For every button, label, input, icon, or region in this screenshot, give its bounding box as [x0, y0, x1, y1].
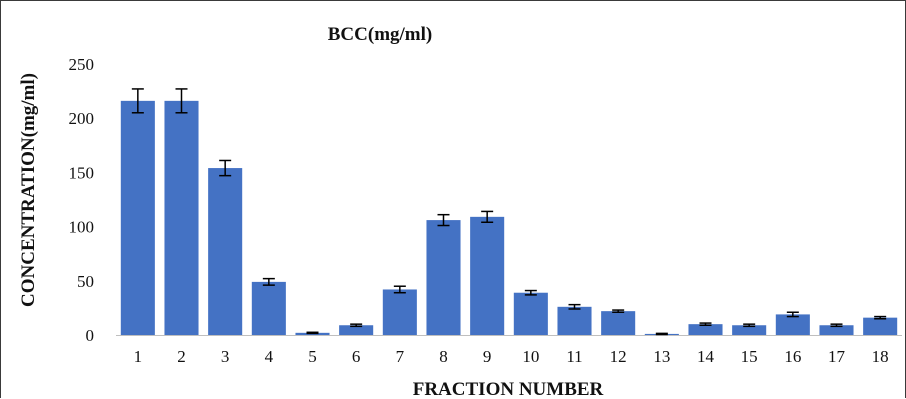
x-tick-label: 8 — [439, 347, 448, 366]
bar — [688, 324, 723, 335]
x-tick-label: 11 — [566, 347, 582, 366]
x-tick-label: 10 — [522, 347, 539, 366]
x-axis-label: FRACTION NUMBER — [413, 379, 604, 399]
x-tick-label: 6 — [352, 347, 361, 366]
error-bar — [699, 322, 712, 326]
y-tick-label: 250 — [69, 55, 95, 74]
y-ticks: 0 50 100 150 200 250 — [69, 55, 95, 345]
error-bar — [612, 309, 625, 313]
error-bar — [437, 213, 450, 227]
bar — [775, 314, 810, 335]
bar — [470, 216, 505, 335]
bar — [819, 325, 854, 335]
error-bar — [306, 331, 319, 335]
y-tick-label: 50 — [77, 272, 94, 291]
bar — [601, 311, 636, 335]
y-tick-label: 200 — [69, 109, 95, 128]
x-tick-label: 9 — [483, 347, 492, 366]
error-bar — [262, 277, 275, 286]
bar — [251, 281, 286, 335]
bars — [120, 100, 898, 335]
error-bar — [743, 323, 756, 328]
error-bar — [393, 285, 406, 294]
error-bar — [481, 210, 494, 224]
x-tick-label: 1 — [134, 347, 143, 366]
bar — [513, 292, 548, 335]
bar — [208, 168, 243, 335]
bar — [863, 317, 898, 335]
x-tick-label: 14 — [697, 347, 715, 366]
bar — [120, 100, 155, 335]
x-tick-label: 12 — [610, 347, 627, 366]
bar — [557, 306, 592, 335]
error-bar — [874, 315, 887, 320]
x-ticks: 1 2 3 4 5 6 7 8 9 10 11 12 13 14 15 16 17 18 — [134, 347, 889, 366]
error-bar — [350, 323, 363, 328]
bar — [382, 289, 417, 335]
chart-title: BCC(mg/ml) — [328, 24, 432, 45]
y-tick-label: 150 — [69, 163, 95, 182]
bar — [426, 220, 461, 335]
x-tick-label: 13 — [653, 347, 670, 366]
y-tick-label: 100 — [69, 218, 95, 237]
x-tick-label: 15 — [741, 347, 758, 366]
x-tick-label: 2 — [177, 347, 186, 366]
y-axis-label: CONCENTRATION(mg/ml) — [18, 73, 39, 307]
error-bar — [655, 332, 668, 336]
x-tick-label: 17 — [828, 347, 846, 366]
bar — [164, 100, 199, 335]
x-tick-label: 7 — [396, 347, 405, 366]
bar — [339, 325, 374, 335]
error-bar — [568, 303, 581, 310]
error-bar — [786, 311, 799, 318]
error-bar — [830, 323, 843, 328]
bar — [732, 325, 767, 335]
x-tick-label: 3 — [221, 347, 230, 366]
error-bar — [219, 159, 232, 177]
x-tick-label: 16 — [784, 347, 801, 366]
y-tick-label: 0 — [86, 326, 95, 345]
x-tick-label: 18 — [872, 347, 889, 366]
error-bar — [131, 88, 144, 114]
error-bar — [524, 289, 537, 296]
error-bar — [175, 88, 188, 114]
error-bars — [131, 88, 887, 336]
x-tick-label: 5 — [308, 347, 317, 366]
x-tick-label: 4 — [265, 347, 274, 366]
